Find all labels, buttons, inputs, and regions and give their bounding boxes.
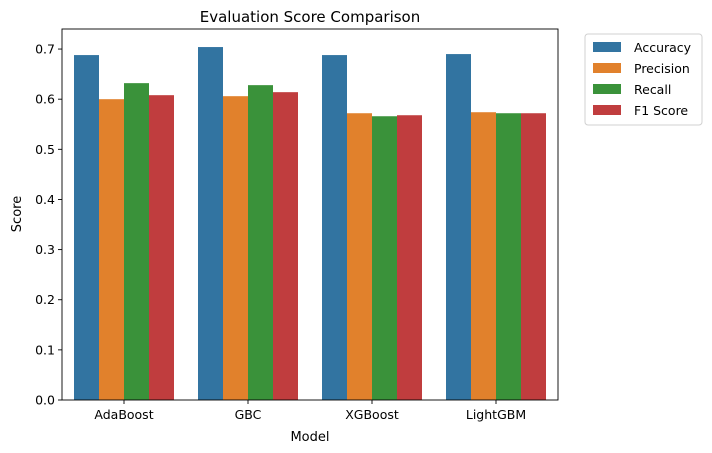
legend-label-recall: Recall [634, 82, 671, 97]
legend-swatch-f1-score [593, 105, 621, 115]
bar-precision-adaboost [99, 99, 124, 400]
y-tick-label: 0.6 [35, 92, 55, 107]
y-tick-label: 0.5 [35, 142, 55, 157]
y-tick-label: 0.0 [35, 393, 55, 408]
legend-label-f1-score: F1 Score [634, 103, 688, 118]
chart-title: Evaluation Score Comparison [200, 8, 421, 26]
y-tick-label: 0.7 [35, 42, 55, 57]
bar-recall-lightgbm [496, 113, 521, 400]
bar-f1-score-gbc [273, 92, 298, 401]
x-tick-label: XGBoost [345, 407, 399, 422]
legend-swatch-precision [593, 63, 621, 73]
bar-precision-xgboost [347, 113, 372, 400]
bars-layer [74, 47, 546, 401]
bar-accuracy-xgboost [322, 55, 347, 400]
legend-label-precision: Precision [634, 61, 690, 76]
bar-f1-score-xgboost [397, 115, 422, 400]
bar-recall-adaboost [124, 83, 149, 401]
y-tick-label: 0.4 [35, 192, 55, 207]
x-axis: AdaBoost GBC XGBoost LightGBM [94, 400, 526, 422]
legend-box [584, 33, 703, 126]
bar-f1-score-lightgbm [521, 113, 546, 400]
y-tick-label: 0.2 [35, 292, 55, 307]
y-tick-label: 0.3 [35, 242, 55, 257]
legend-swatch-accuracy [593, 42, 621, 52]
plot-frame [61, 28, 559, 401]
x-axis-label: Model [290, 430, 329, 445]
bar-recall-gbc [248, 85, 273, 401]
legend: Accuracy Precision Recall F1 Score [584, 33, 703, 126]
bar-accuracy-lightgbm [446, 54, 471, 400]
bar-accuracy-adaboost [74, 55, 99, 400]
x-tick-label: GBC [235, 407, 262, 422]
y-axis-label: Score [10, 196, 25, 232]
bar-precision-lightgbm [471, 112, 496, 400]
legend-label-accuracy: Accuracy [634, 40, 692, 55]
x-tick-label: LightGBM [466, 407, 526, 422]
legend-swatch-recall [593, 84, 621, 94]
y-axis: 0.0 0.1 0.2 0.3 0.4 0.5 0.6 0.7 [35, 42, 62, 408]
bar-precision-gbc [223, 96, 248, 401]
y-tick-label: 0.1 [35, 342, 55, 357]
x-tick-label: AdaBoost [94, 407, 153, 422]
bar-accuracy-gbc [198, 47, 223, 401]
bar-recall-xgboost [372, 116, 397, 401]
bar-f1-score-adaboost [149, 95, 174, 401]
